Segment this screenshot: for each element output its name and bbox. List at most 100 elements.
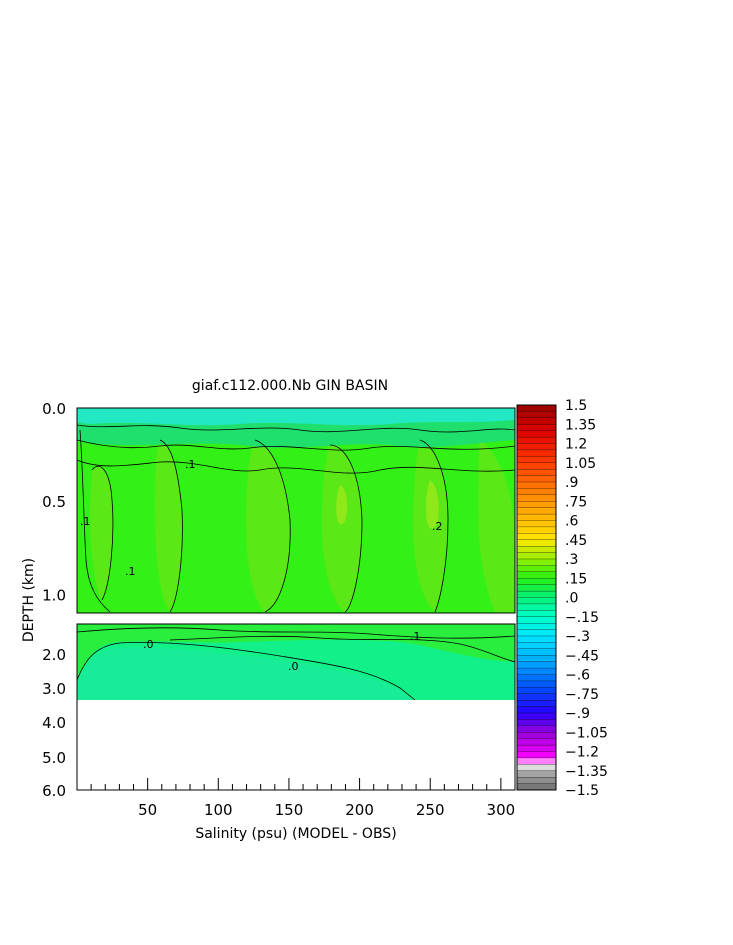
colorbar-swatch xyxy=(516,655,557,663)
colorbar-swatch xyxy=(516,520,557,528)
surface-band-cyan xyxy=(77,408,515,426)
colorbar-swatch xyxy=(516,642,557,650)
colorbar-swatch xyxy=(516,597,557,605)
colorbar-swatch xyxy=(516,700,557,708)
blob-5 xyxy=(478,440,514,612)
colorbar-swatch xyxy=(516,424,557,432)
x-tick-label: 150 xyxy=(275,801,304,819)
colorbar-swatch xyxy=(516,719,557,727)
colorbar-swatch xyxy=(516,481,557,489)
colorbar-label: −.75 xyxy=(565,687,599,703)
lower-panel-green-top xyxy=(77,624,515,680)
colorbar-swatch xyxy=(516,411,557,419)
lower-contours xyxy=(76,627,516,701)
blob-7 xyxy=(426,480,439,529)
colorbar-label: −.3 xyxy=(565,629,590,645)
contour-line xyxy=(419,439,449,613)
y-tick-label: 4.0 xyxy=(42,714,66,732)
colorbar-swatch xyxy=(516,533,557,541)
colorbar-swatch xyxy=(516,616,557,624)
contour-label: .1 xyxy=(410,630,421,643)
contour-line xyxy=(169,635,516,663)
blob-1 xyxy=(155,440,183,612)
y-axis-upper-tick-labels: 0.0 0.5 1.0 xyxy=(42,400,66,604)
colorbar-swatch xyxy=(516,623,557,631)
colorbar-label: .45 xyxy=(565,533,587,549)
contour-label: .1 xyxy=(80,515,91,528)
y-tick-label: 5.0 xyxy=(42,749,66,767)
contour-label: .0 xyxy=(143,638,154,651)
colorbar-swatch xyxy=(516,552,557,560)
colorbar-swatch xyxy=(516,661,557,669)
x-axis-tick-labels: 50 100 150 200 250 300 xyxy=(138,801,515,819)
colorbar-swatch xyxy=(516,449,557,457)
y-tick-label: 0.5 xyxy=(42,493,66,511)
y-tick-label: 6.0 xyxy=(42,782,66,800)
colorbar-swatch xyxy=(516,488,557,496)
colorbar-swatch xyxy=(516,629,557,637)
y-tick-label: 3.0 xyxy=(42,680,66,698)
contour-label: .1 xyxy=(125,565,136,578)
contour-line xyxy=(79,429,111,613)
colorbar-label: −.45 xyxy=(565,648,599,664)
x-tick-label: 300 xyxy=(487,801,516,819)
colorbar-swatch xyxy=(516,590,557,598)
colorbar-swatch xyxy=(516,469,557,477)
colorbar-swatch xyxy=(516,436,557,444)
colorbar-swatch xyxy=(516,706,557,714)
colorbar-swatch xyxy=(516,687,557,695)
contour-label: .1 xyxy=(185,458,196,471)
colorbar-swatch xyxy=(516,738,557,746)
colorbar-swatch xyxy=(516,501,557,509)
colorbar-swatch xyxy=(516,584,557,592)
x-tick-label: 50 xyxy=(138,801,157,819)
colorbar-swatch xyxy=(516,648,557,656)
lower-panel: .1 .0 .0 xyxy=(76,623,516,791)
colorbar-swatch xyxy=(516,462,557,470)
colorbar-label: −.9 xyxy=(565,706,590,722)
x-axis-label: Salinity (psu) (MODEL - OBS) xyxy=(195,826,396,842)
colorbar-label: −.15 xyxy=(565,610,599,626)
x-tick-label: 100 xyxy=(204,801,233,819)
colorbar-swatch xyxy=(516,635,557,643)
colorbar-label: −.6 xyxy=(565,668,590,684)
colorbar-swatch xyxy=(516,725,557,733)
colorbar-label: .0 xyxy=(565,591,578,607)
colorbar-frame xyxy=(516,404,557,791)
colorbar-label: 1.2 xyxy=(565,437,587,453)
colorbar-swatch xyxy=(516,456,557,464)
y-tick-label: 0.0 xyxy=(42,400,66,418)
upper-panel: .1 .1 .1 .2 xyxy=(76,407,516,614)
y-axis-lower-tick-labels: 2.0 3.0 4.0 5.0 6.0 xyxy=(42,646,66,800)
colorbar-swatch xyxy=(516,783,557,791)
colorbar-label: −1.2 xyxy=(565,745,599,761)
contour-label: .0 xyxy=(288,660,299,673)
colorbar-swatch xyxy=(516,443,557,451)
colorbar-label: −1.35 xyxy=(565,764,608,780)
colorbar-label: 1.05 xyxy=(565,456,596,472)
y-tick-label: 2.0 xyxy=(42,646,66,664)
colorbar-swatch xyxy=(516,770,557,778)
colorbar xyxy=(516,404,557,791)
colorbar-tick-labels: 1.5 1.35 1.2 1.05 .9 .75 .6 .45 .3 .15 .0 −.15 −.3 −.… xyxy=(565,398,608,799)
colorbar-swatch xyxy=(516,757,557,765)
colorbar-swatch xyxy=(516,667,557,675)
lower-panel-cyan xyxy=(77,647,412,700)
colorbar-label: −1.05 xyxy=(565,725,608,741)
blob-2 xyxy=(245,440,291,612)
x-tick-label: 250 xyxy=(416,801,445,819)
colorbar-label: .6 xyxy=(565,514,578,530)
x-tick-label: 200 xyxy=(345,801,374,819)
colorbar-swatch xyxy=(516,674,557,682)
blob-3 xyxy=(321,445,362,612)
contour-line xyxy=(254,439,291,613)
colorbar-swatch xyxy=(516,430,557,438)
colorbar-swatch xyxy=(516,680,557,688)
colorbar-swatch xyxy=(516,712,557,720)
colorbar-swatch xyxy=(516,546,557,554)
colorbar-swatch xyxy=(516,732,557,740)
upper-panel-blobs xyxy=(77,408,515,612)
contour-line xyxy=(159,439,183,613)
colorbar-swatch xyxy=(516,610,557,618)
